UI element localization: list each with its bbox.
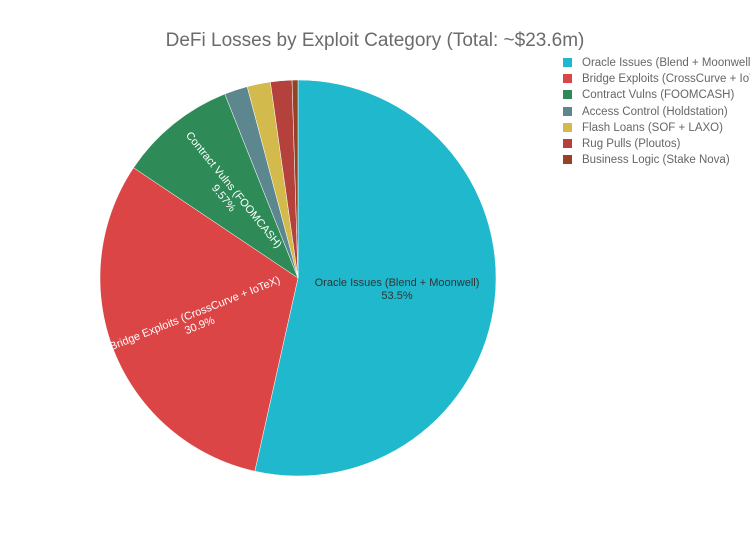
pie-slice-2[interactable] (133, 93, 299, 279)
legend-item[interactable]: Bridge Exploits (CrossCurve + IoTeX) (563, 73, 750, 85)
legend-swatch (563, 58, 572, 67)
legend-item[interactable]: Access Control (Holdstation) (563, 106, 728, 118)
chart-title: DeFi Losses by Exploit Category (Total: … (165, 30, 585, 51)
legend-item[interactable]: Oracle Issues (Blend + Moonwell) (563, 57, 750, 69)
legend-label: Bridge Exploits (CrossCurve + IoTeX) (582, 73, 750, 86)
legend-label: Oracle Issues (Blend + Moonwell) (582, 57, 750, 69)
legend-swatch (563, 106, 572, 116)
legend-label: Flash Loans (SOF + LAXO) (582, 121, 723, 134)
legend-swatch (563, 139, 572, 148)
legend-swatch (563, 155, 572, 165)
slice-label-0: Oracle Issues (Blend + Moonwell) 53.5% (315, 277, 480, 302)
legend-label: Business Logic (Stake Nova) (582, 154, 730, 167)
pie-slice-6[interactable] (291, 79, 299, 279)
pie-slice-0[interactable] (254, 79, 497, 477)
pie-slice-1[interactable] (99, 167, 299, 472)
legend-label: Access Control (Holdstation) (582, 105, 728, 118)
legend-item[interactable]: Flash Loans (SOF + LAXO) (563, 122, 723, 134)
legend-item[interactable]: Business Logic (Stake Nova) (563, 154, 730, 166)
legend-item[interactable]: Contract Vulns (FOOMCASH) (563, 89, 734, 101)
legend-label: Contract Vulns (FOOMCASH) (582, 89, 735, 102)
legend-swatch (563, 74, 572, 84)
legend-item[interactable]: Rug Pulls (Ploutos) (563, 138, 680, 150)
legend-swatch (563, 122, 572, 132)
legend-label: Rug Pulls (Ploutos) (582, 138, 681, 150)
legend-swatch (563, 90, 572, 100)
